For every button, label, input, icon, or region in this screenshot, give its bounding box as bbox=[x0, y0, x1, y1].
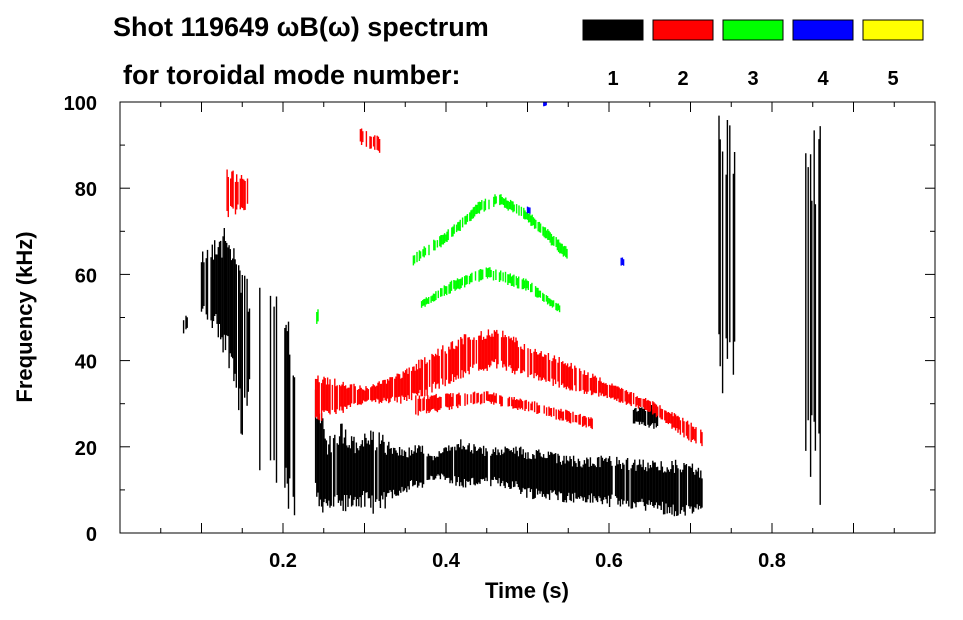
legend: 1 2 3 4 5 bbox=[582, 19, 924, 90]
chart-title: Shot 119649 ωB(ω) spectrum bbox=[113, 12, 489, 42]
legend-label-mode-3: 3 bbox=[747, 68, 758, 90]
spectrogram-marks bbox=[182, 102, 821, 517]
y-tick-label: 40 bbox=[75, 352, 97, 374]
legend-label-mode-5: 5 bbox=[887, 68, 898, 90]
y-tick-label: 60 bbox=[75, 265, 97, 287]
y-axis-label: Frequency (kHz) bbox=[12, 231, 37, 402]
legend-swatch-mode-4 bbox=[792, 19, 854, 41]
x-tick-label: 0.2 bbox=[269, 550, 297, 572]
chart-subtitle: for toroidal mode number: bbox=[123, 60, 461, 90]
legend-swatch-mode-1 bbox=[582, 19, 644, 41]
legend-label-mode-2: 2 bbox=[677, 68, 688, 90]
y-tick-label: 100 bbox=[64, 93, 97, 115]
y-tick-label: 80 bbox=[75, 179, 97, 201]
axes: 0.2 0.4 0.6 0.8 0 20 40 60 80 100 bbox=[64, 93, 935, 572]
legend-label-mode-1: 1 bbox=[607, 68, 618, 90]
x-tick-label: 0.6 bbox=[595, 550, 623, 572]
x-tick-label: 0.8 bbox=[758, 550, 786, 572]
legend-swatch-mode-5 bbox=[862, 19, 924, 41]
legend-swatch-mode-2 bbox=[652, 19, 714, 41]
legend-label-mode-4: 4 bbox=[817, 68, 829, 90]
x-tick-label: 0.4 bbox=[432, 550, 461, 572]
x-axis-label: Time (s) bbox=[485, 578, 569, 603]
y-tick-label: 20 bbox=[75, 438, 97, 460]
legend-swatch-mode-3 bbox=[722, 19, 784, 41]
y-tick-label: 0 bbox=[86, 524, 97, 546]
